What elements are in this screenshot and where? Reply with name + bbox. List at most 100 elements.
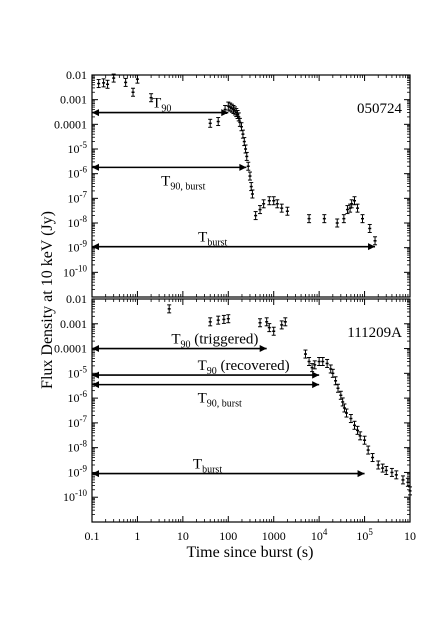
data-point [344,408,349,418]
x-axis-label: Time since burst (s) [187,544,314,561]
interval-arrow: T90, burst [92,381,320,410]
data-point [283,317,288,327]
x-tick-label: 1 [134,529,140,543]
interval-label-tail: (triggered) [191,332,259,348]
y-tick-exponent: -9 [80,239,88,249]
y-tick-base: 10 [68,366,80,380]
data-point [352,420,357,430]
interval-arrow: T90 (triggered) [92,332,267,353]
data-point [307,357,312,367]
y-tick-base: 10 [63,265,75,279]
data-point [389,467,394,477]
panel-0: 0.010.0010.000110-510-610-710-810-910-10… [54,68,411,298]
data-point [405,477,410,487]
panel-frame [91,298,411,523]
interval-label-sub: burst [202,465,222,476]
data-point [221,314,226,324]
data-point [322,214,327,224]
y-tick-base: 10 [68,241,80,255]
data-point [362,435,367,445]
y-tick-base: 10 [68,167,80,181]
data-point [335,218,340,228]
interval-arrowhead-right [312,381,320,389]
interval-label-sub: 90, burst [170,181,205,192]
interval-label-sub: burst [207,238,227,249]
data-point [279,320,284,330]
panel-label: 111209A [347,325,402,341]
interval-label: T90 (triggered) [171,332,258,351]
data-point [358,431,363,441]
y-tick-exponent: -10 [75,263,87,273]
data-point [247,171,252,181]
panel-1: 0.010.0010.000110-510-610-710-810-910-10… [54,292,412,523]
data-point [400,475,405,485]
y-tick-exponent: -9 [80,463,88,473]
y-tick-exponent: -5 [80,364,88,374]
y-tick-label: 10-10 [63,488,87,504]
interval-label: T90, burst [198,391,242,410]
data-point [349,199,354,209]
data-point [367,223,372,233]
y-tick-label: 10-5 [68,140,88,156]
x-tick-label: 1000 [262,529,286,543]
interval-arrowhead-left [92,345,99,353]
y-tick-exponent: -7 [80,189,88,199]
y-tick-label: 0.001 [60,93,87,107]
data-point [355,425,360,435]
y-tick-label: 0.0001 [54,342,87,356]
panel-label: 050724 [357,101,403,117]
data-point [348,414,353,424]
interval-arrowhead-left [92,470,99,478]
y-tick-base: 10 [68,465,80,479]
x-tick-label: 0.1 [85,529,100,543]
interval-label: Tburst [198,230,227,249]
interval-arrow: T90, burst [92,163,247,192]
y-tick-label: 10-10 [63,263,87,279]
data-point [226,101,231,111]
data-point [267,196,272,206]
data-point [355,203,360,213]
interval-arrowhead-left [92,243,99,251]
x-tick-label: 10 [177,529,189,543]
data-point [285,206,290,216]
interval-label-main: T [161,173,170,189]
x-tick-exponent: 4 [323,527,328,537]
y-axis-label: Flux Density at 10 keV (Jy) [39,211,56,389]
interval-arrowhead-left [92,109,99,117]
interval-arrow: Tburst [92,230,376,251]
y-tick-base: 10 [68,441,80,455]
data-point [303,349,308,359]
y-tick-exponent: -10 [75,488,87,498]
x-tick-base: 10 [311,529,323,543]
data-point [246,161,251,171]
data-point [261,199,266,209]
data-point [384,465,389,475]
y-tick-label: 0.001 [60,317,87,331]
interval-label: T90 [152,96,171,115]
data-point [167,304,172,314]
data-point [376,460,381,470]
interval-label-main: T [198,358,207,374]
data-point [101,78,106,88]
interval-label-main: T [198,230,207,246]
interval-label-sub: 90 [161,104,171,115]
interval-arrowhead-left [92,381,99,389]
data-point [312,360,317,370]
data-point [149,93,154,103]
interval-label-tail: (recovered) [217,358,290,374]
interval-label-main: T [198,391,207,407]
y-tick-label: 10-8 [68,214,88,230]
x-tick-label: 104 [311,527,328,543]
data-point [341,214,346,224]
interval-arrowhead-left [92,371,99,379]
interval-arrowhead-right [259,345,267,353]
data-point [239,122,244,132]
data-point [307,214,312,224]
y-tick-base: 10 [68,216,80,230]
x-tick-base: 10 [356,529,368,543]
data-point [345,205,350,215]
data-point [123,77,128,87]
y-tick-label: 10-6 [68,165,88,181]
data-point [325,358,330,368]
